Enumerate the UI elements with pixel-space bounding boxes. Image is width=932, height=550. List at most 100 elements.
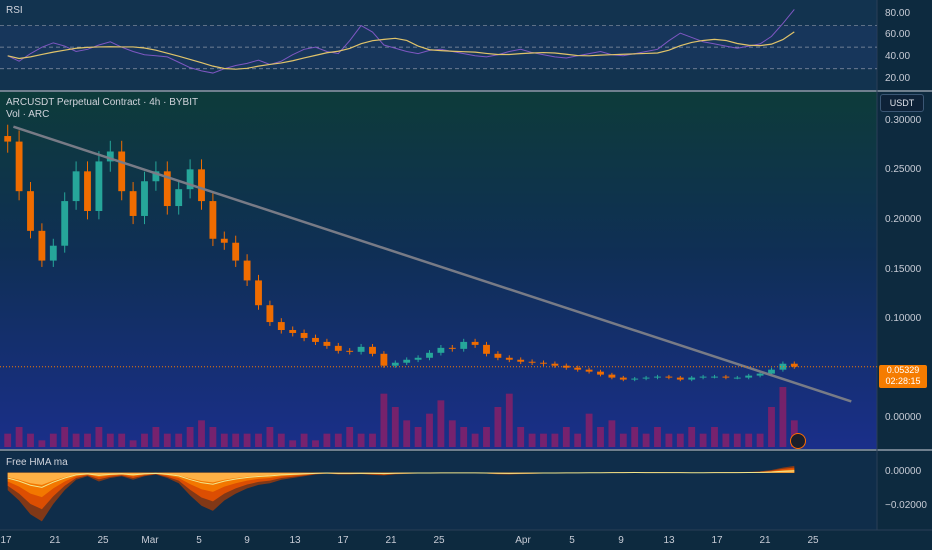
volume-bar (129, 440, 137, 447)
candle (642, 377, 650, 379)
volume-bar (460, 427, 468, 447)
candle (471, 341, 479, 345)
volume-bar (699, 433, 707, 447)
volume-bar (688, 427, 696, 447)
volume-bar (141, 433, 148, 447)
volume-bar (722, 433, 730, 447)
volume-bar (483, 427, 490, 447)
candle (517, 359, 525, 362)
volume-label: Vol · ARC (6, 109, 50, 120)
rsi-ytick: 40.00 (885, 50, 911, 62)
candle (528, 361, 536, 363)
time-tick: Mar (141, 535, 159, 546)
candle (654, 376, 661, 378)
volume-bar (585, 413, 593, 447)
candle (562, 365, 570, 368)
volume-bar (163, 433, 171, 447)
candle (460, 341, 468, 349)
candle (414, 357, 422, 360)
volume-bar (540, 433, 547, 447)
price-ytick: 0.00000 (885, 412, 922, 424)
volume-bar (49, 433, 57, 447)
hma-pane-label: Free HMA ma (6, 457, 68, 468)
volume-bar (505, 393, 513, 447)
volume-bar (106, 433, 114, 447)
rsi-ytick: 20.00 (885, 72, 911, 84)
candle (505, 357, 513, 360)
volume-bar (84, 433, 91, 447)
candle (289, 330, 297, 333)
last-price-tag: 0.05329 02:28:15 (879, 365, 927, 388)
volume-bar (380, 393, 388, 447)
volume-bar (426, 413, 433, 447)
candle (403, 359, 411, 363)
hma-pane-background (0, 452, 877, 530)
candle (129, 191, 137, 216)
hma-area (7, 471, 795, 485)
rsi-pane-label: RSI (6, 5, 23, 16)
volume-bar (619, 433, 627, 447)
volume-bar (517, 427, 525, 447)
hma-ytick: 0.00000 (885, 465, 922, 477)
candle (391, 362, 399, 366)
currency-button[interactable]: USDT (880, 94, 924, 112)
rsi-pane-background (0, 0, 877, 90)
main-pane-background (0, 92, 877, 449)
candle (380, 353, 388, 366)
volume-bar (27, 433, 34, 447)
volume-bar (312, 440, 319, 447)
volume-bar (779, 387, 787, 447)
rsi-ma-line (7, 31, 795, 70)
candle (277, 322, 285, 330)
time-tick: 25 (97, 535, 109, 546)
candle (711, 376, 718, 378)
candle (699, 376, 707, 378)
candle (733, 377, 741, 379)
volume-bar (745, 433, 753, 447)
price-ytick: 0.20000 (885, 213, 922, 225)
candle (243, 260, 251, 281)
volume-bar (243, 433, 251, 447)
volume-bar (289, 440, 297, 447)
candle (540, 362, 547, 364)
candle (300, 332, 308, 338)
volume-bar (551, 433, 559, 447)
hma-line (7, 470, 795, 488)
time-tick: 9 (244, 535, 250, 546)
volume-bar (95, 427, 103, 447)
candle (49, 245, 57, 261)
candle (346, 350, 354, 352)
volume-bar (220, 433, 228, 447)
candle (186, 169, 194, 190)
candle (745, 375, 753, 378)
volume-bar (391, 407, 399, 447)
volume-bar (471, 433, 479, 447)
volume-bar (186, 427, 194, 447)
candle (437, 347, 445, 353)
candle (494, 353, 502, 358)
volume-bar (448, 420, 456, 447)
volume-bar (266, 427, 274, 447)
volume-bar (357, 433, 365, 447)
volume-bar (38, 440, 46, 447)
candle (175, 189, 183, 207)
candle (106, 151, 114, 162)
volume-bar (300, 433, 308, 447)
volume-bar (72, 433, 80, 447)
candle (198, 169, 205, 202)
candle (38, 230, 46, 261)
candle (84, 171, 91, 211)
candle (163, 171, 171, 207)
time-tick: 13 (289, 535, 301, 546)
candle (608, 374, 616, 378)
volume-bar (4, 433, 12, 447)
candle (426, 352, 433, 358)
lightning-icon[interactable] (790, 433, 806, 449)
candle (220, 238, 228, 243)
time-tick: Apr (515, 535, 531, 546)
volume-bar (642, 433, 650, 447)
chart-title: ARCUSDT Perpetual Contract · 4h · BYBIT (6, 97, 199, 108)
candle (631, 378, 639, 380)
volume-bar (255, 433, 262, 447)
